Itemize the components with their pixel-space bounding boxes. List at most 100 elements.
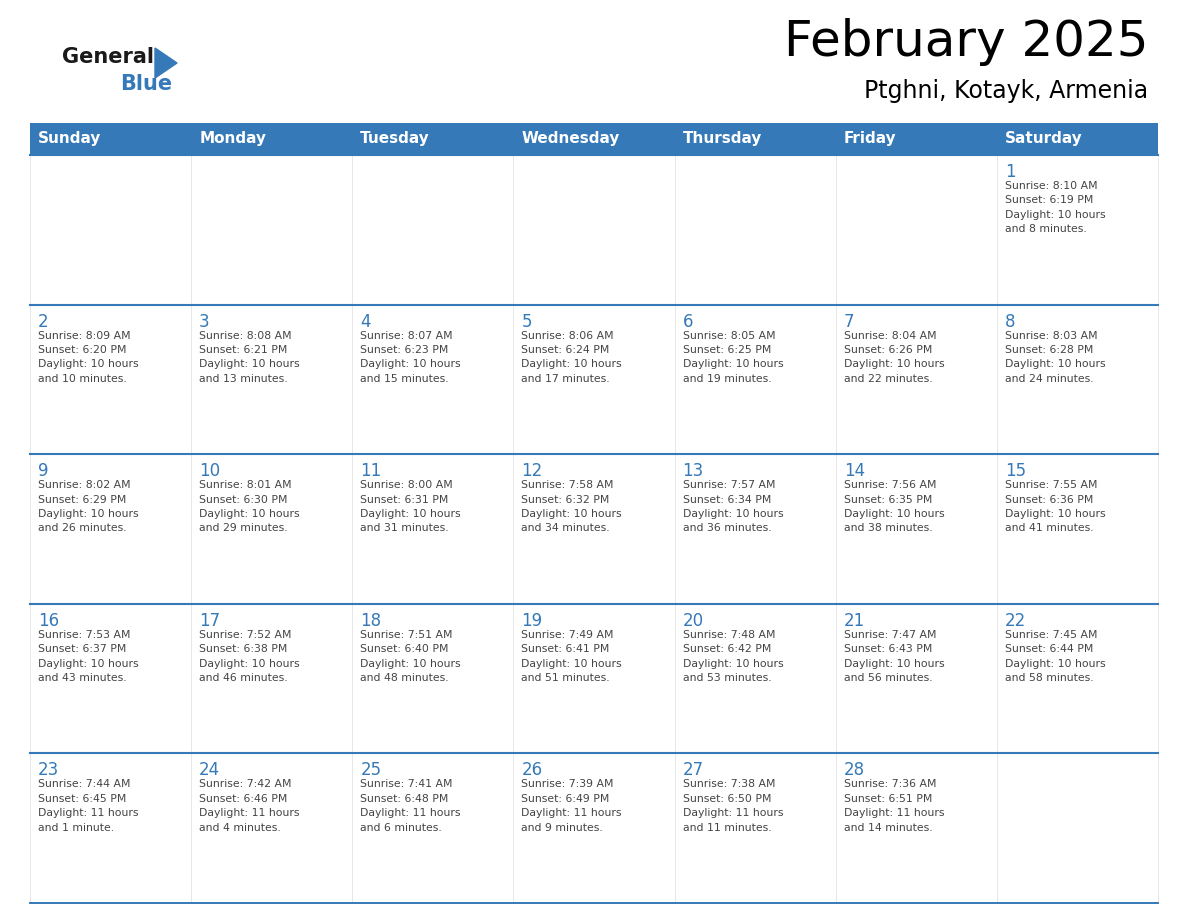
Text: Sunrise: 8:09 AM
Sunset: 6:20 PM
Daylight: 10 hours
and 10 minutes.: Sunrise: 8:09 AM Sunset: 6:20 PM Dayligh… (38, 330, 139, 384)
Text: Sunrise: 8:00 AM
Sunset: 6:31 PM
Daylight: 10 hours
and 31 minutes.: Sunrise: 8:00 AM Sunset: 6:31 PM Dayligh… (360, 480, 461, 533)
Text: 2: 2 (38, 313, 49, 330)
Text: Sunrise: 7:55 AM
Sunset: 6:36 PM
Daylight: 10 hours
and 41 minutes.: Sunrise: 7:55 AM Sunset: 6:36 PM Dayligh… (1005, 480, 1106, 533)
Text: Sunrise: 8:06 AM
Sunset: 6:24 PM
Daylight: 10 hours
and 17 minutes.: Sunrise: 8:06 AM Sunset: 6:24 PM Dayligh… (522, 330, 623, 384)
Text: Sunrise: 7:42 AM
Sunset: 6:46 PM
Daylight: 11 hours
and 4 minutes.: Sunrise: 7:42 AM Sunset: 6:46 PM Dayligh… (200, 779, 299, 833)
Text: 14: 14 (843, 462, 865, 480)
Text: Sunrise: 7:48 AM
Sunset: 6:42 PM
Daylight: 10 hours
and 53 minutes.: Sunrise: 7:48 AM Sunset: 6:42 PM Dayligh… (683, 630, 783, 683)
Text: Sunrise: 8:10 AM
Sunset: 6:19 PM
Daylight: 10 hours
and 8 minutes.: Sunrise: 8:10 AM Sunset: 6:19 PM Dayligh… (1005, 181, 1106, 234)
Text: Sunrise: 7:45 AM
Sunset: 6:44 PM
Daylight: 10 hours
and 58 minutes.: Sunrise: 7:45 AM Sunset: 6:44 PM Dayligh… (1005, 630, 1106, 683)
Bar (513, 604, 675, 754)
Text: Sunrise: 7:38 AM
Sunset: 6:50 PM
Daylight: 11 hours
and 11 minutes.: Sunrise: 7:38 AM Sunset: 6:50 PM Dayligh… (683, 779, 783, 833)
Text: Sunrise: 7:51 AM
Sunset: 6:40 PM
Daylight: 10 hours
and 48 minutes.: Sunrise: 7:51 AM Sunset: 6:40 PM Dayligh… (360, 630, 461, 683)
Bar (30, 305, 191, 454)
Text: Tuesday: Tuesday (360, 131, 430, 147)
Text: Sunday: Sunday (38, 131, 101, 147)
Bar (675, 305, 835, 454)
Bar (997, 604, 1158, 754)
Text: 23: 23 (38, 761, 59, 779)
Text: Sunrise: 7:47 AM
Sunset: 6:43 PM
Daylight: 10 hours
and 56 minutes.: Sunrise: 7:47 AM Sunset: 6:43 PM Dayligh… (843, 630, 944, 683)
Bar (835, 754, 997, 903)
Text: Sunrise: 8:04 AM
Sunset: 6:26 PM
Daylight: 10 hours
and 22 minutes.: Sunrise: 8:04 AM Sunset: 6:26 PM Dayligh… (843, 330, 944, 384)
Bar (513, 155, 675, 305)
Text: 18: 18 (360, 611, 381, 630)
Text: Sunrise: 7:52 AM
Sunset: 6:38 PM
Daylight: 10 hours
and 46 minutes.: Sunrise: 7:52 AM Sunset: 6:38 PM Dayligh… (200, 630, 299, 683)
Text: February 2025: February 2025 (784, 18, 1148, 66)
Text: 12: 12 (522, 462, 543, 480)
Bar (353, 754, 513, 903)
Text: 16: 16 (38, 611, 59, 630)
Text: 20: 20 (683, 611, 703, 630)
Bar (191, 754, 353, 903)
Bar (997, 754, 1158, 903)
Bar (997, 155, 1158, 305)
Text: 22: 22 (1005, 611, 1026, 630)
Text: Sunrise: 8:05 AM
Sunset: 6:25 PM
Daylight: 10 hours
and 19 minutes.: Sunrise: 8:05 AM Sunset: 6:25 PM Dayligh… (683, 330, 783, 384)
Bar (30, 123, 1158, 155)
Text: 28: 28 (843, 761, 865, 779)
Text: Sunrise: 8:02 AM
Sunset: 6:29 PM
Daylight: 10 hours
and 26 minutes.: Sunrise: 8:02 AM Sunset: 6:29 PM Dayligh… (38, 480, 139, 533)
Bar (30, 604, 191, 754)
Bar (835, 604, 997, 754)
Text: Wednesday: Wednesday (522, 131, 620, 147)
Bar (835, 305, 997, 454)
Text: 15: 15 (1005, 462, 1026, 480)
Text: Sunrise: 7:58 AM
Sunset: 6:32 PM
Daylight: 10 hours
and 34 minutes.: Sunrise: 7:58 AM Sunset: 6:32 PM Dayligh… (522, 480, 623, 533)
Text: Sunrise: 7:49 AM
Sunset: 6:41 PM
Daylight: 10 hours
and 51 minutes.: Sunrise: 7:49 AM Sunset: 6:41 PM Dayligh… (522, 630, 623, 683)
Text: Thursday: Thursday (683, 131, 762, 147)
Bar (675, 754, 835, 903)
Text: Saturday: Saturday (1005, 131, 1082, 147)
Text: 6: 6 (683, 313, 693, 330)
Text: Sunrise: 8:07 AM
Sunset: 6:23 PM
Daylight: 10 hours
and 15 minutes.: Sunrise: 8:07 AM Sunset: 6:23 PM Dayligh… (360, 330, 461, 384)
Bar (353, 155, 513, 305)
Bar (675, 454, 835, 604)
Bar (353, 454, 513, 604)
Text: 27: 27 (683, 761, 703, 779)
Text: 21: 21 (843, 611, 865, 630)
Text: Monday: Monday (200, 131, 266, 147)
Text: Sunrise: 7:41 AM
Sunset: 6:48 PM
Daylight: 11 hours
and 6 minutes.: Sunrise: 7:41 AM Sunset: 6:48 PM Dayligh… (360, 779, 461, 833)
Text: Sunrise: 8:03 AM
Sunset: 6:28 PM
Daylight: 10 hours
and 24 minutes.: Sunrise: 8:03 AM Sunset: 6:28 PM Dayligh… (1005, 330, 1106, 384)
Text: 1: 1 (1005, 163, 1016, 181)
Text: 7: 7 (843, 313, 854, 330)
Bar (513, 305, 675, 454)
Polygon shape (154, 48, 177, 78)
Text: Sunrise: 8:08 AM
Sunset: 6:21 PM
Daylight: 10 hours
and 13 minutes.: Sunrise: 8:08 AM Sunset: 6:21 PM Dayligh… (200, 330, 299, 384)
Text: 24: 24 (200, 761, 220, 779)
Text: 19: 19 (522, 611, 543, 630)
Text: Sunrise: 7:36 AM
Sunset: 6:51 PM
Daylight: 11 hours
and 14 minutes.: Sunrise: 7:36 AM Sunset: 6:51 PM Dayligh… (843, 779, 944, 833)
Bar (835, 155, 997, 305)
Text: Sunrise: 7:57 AM
Sunset: 6:34 PM
Daylight: 10 hours
and 36 minutes.: Sunrise: 7:57 AM Sunset: 6:34 PM Dayligh… (683, 480, 783, 533)
Text: 26: 26 (522, 761, 543, 779)
Bar (30, 155, 191, 305)
Bar (30, 454, 191, 604)
Bar (191, 155, 353, 305)
Text: Sunrise: 7:39 AM
Sunset: 6:49 PM
Daylight: 11 hours
and 9 minutes.: Sunrise: 7:39 AM Sunset: 6:49 PM Dayligh… (522, 779, 623, 833)
Bar (30, 754, 191, 903)
Bar (997, 305, 1158, 454)
Text: 3: 3 (200, 313, 210, 330)
Bar (191, 454, 353, 604)
Text: 17: 17 (200, 611, 220, 630)
Text: 9: 9 (38, 462, 49, 480)
Bar (353, 604, 513, 754)
Text: Friday: Friday (843, 131, 896, 147)
Text: Ptghni, Kotayk, Armenia: Ptghni, Kotayk, Armenia (864, 79, 1148, 103)
Bar (675, 604, 835, 754)
Bar (835, 454, 997, 604)
Text: Sunrise: 7:53 AM
Sunset: 6:37 PM
Daylight: 10 hours
and 43 minutes.: Sunrise: 7:53 AM Sunset: 6:37 PM Dayligh… (38, 630, 139, 683)
Bar (513, 754, 675, 903)
Text: 4: 4 (360, 313, 371, 330)
Bar (997, 454, 1158, 604)
Text: 8: 8 (1005, 313, 1016, 330)
Text: Blue: Blue (120, 74, 172, 94)
Text: 13: 13 (683, 462, 703, 480)
Text: 5: 5 (522, 313, 532, 330)
Text: Sunrise: 7:44 AM
Sunset: 6:45 PM
Daylight: 11 hours
and 1 minute.: Sunrise: 7:44 AM Sunset: 6:45 PM Dayligh… (38, 779, 139, 833)
Text: Sunrise: 8:01 AM
Sunset: 6:30 PM
Daylight: 10 hours
and 29 minutes.: Sunrise: 8:01 AM Sunset: 6:30 PM Dayligh… (200, 480, 299, 533)
Text: 11: 11 (360, 462, 381, 480)
Text: Sunrise: 7:56 AM
Sunset: 6:35 PM
Daylight: 10 hours
and 38 minutes.: Sunrise: 7:56 AM Sunset: 6:35 PM Dayligh… (843, 480, 944, 533)
Bar (353, 305, 513, 454)
Text: General: General (62, 47, 154, 67)
Bar (191, 604, 353, 754)
Bar (513, 454, 675, 604)
